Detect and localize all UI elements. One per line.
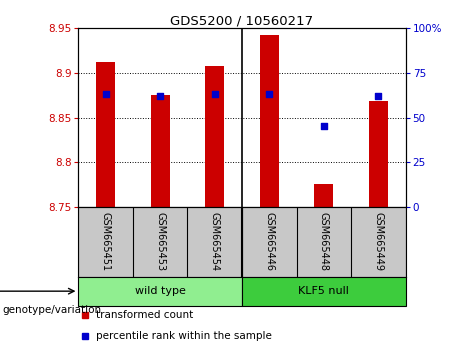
Bar: [314, 184, 333, 207]
Text: GSM665451: GSM665451: [100, 212, 111, 272]
Title: GDS5200 / 10560217: GDS5200 / 10560217: [171, 14, 313, 27]
Point: [320, 124, 327, 129]
Point: [375, 93, 382, 99]
Bar: [151, 95, 170, 207]
Bar: [78, 277, 242, 306]
Bar: [369, 102, 388, 207]
Bar: [205, 66, 225, 207]
Bar: [242, 277, 406, 306]
Point: [211, 91, 219, 97]
Text: GSM665454: GSM665454: [210, 212, 220, 272]
Text: GSM665449: GSM665449: [373, 212, 384, 272]
Text: percentile rank within the sample: percentile rank within the sample: [96, 331, 272, 341]
Point: [157, 93, 164, 99]
Point: [266, 91, 273, 97]
Point: [102, 91, 109, 97]
Text: GSM665448: GSM665448: [319, 212, 329, 272]
Bar: [260, 35, 279, 207]
Text: transformed count: transformed count: [96, 310, 194, 320]
Text: KLF5 null: KLF5 null: [298, 286, 349, 296]
Text: GSM665453: GSM665453: [155, 212, 165, 272]
Bar: [96, 62, 115, 207]
Text: wild type: wild type: [135, 286, 186, 296]
Text: GSM665446: GSM665446: [264, 212, 274, 272]
Text: genotype/variation: genotype/variation: [2, 305, 101, 315]
